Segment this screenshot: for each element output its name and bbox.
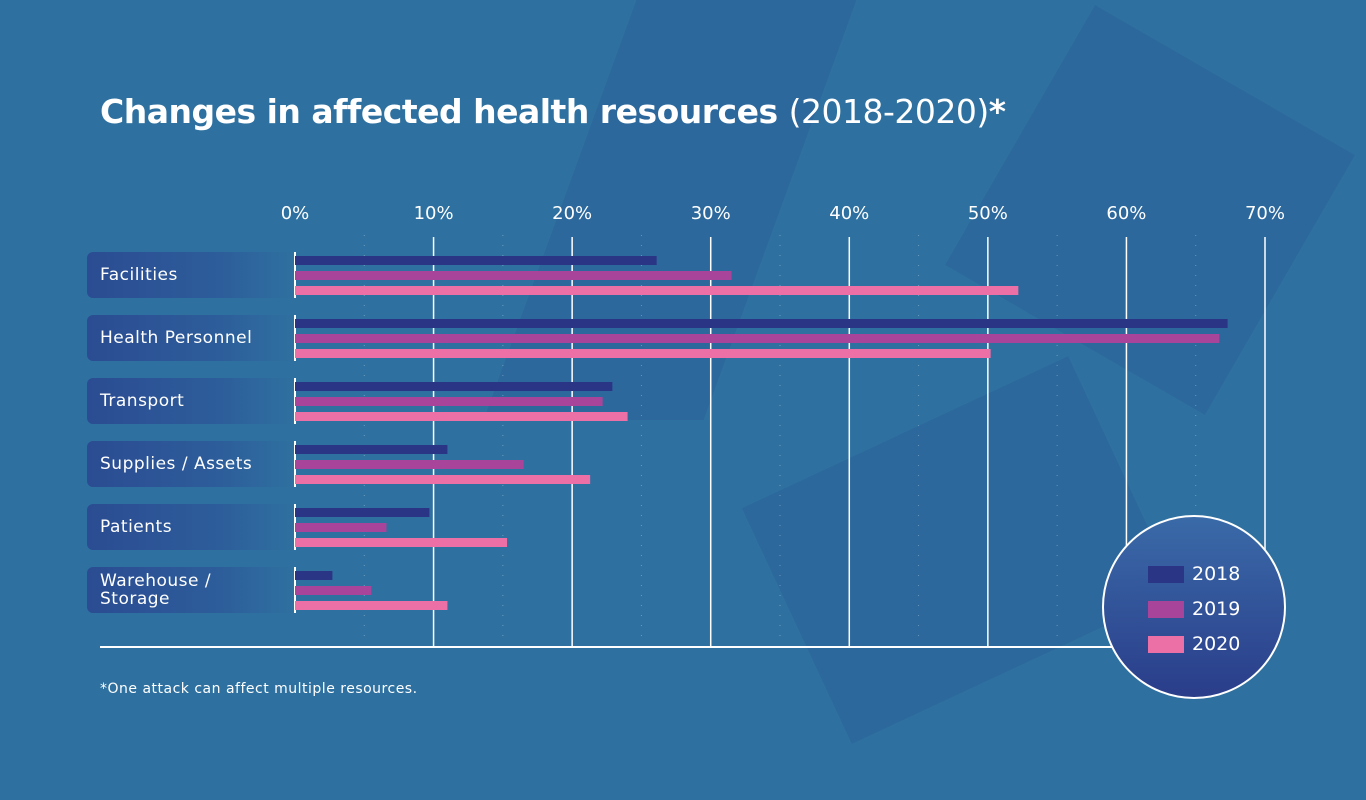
bar-2019-3 [295, 460, 524, 469]
legend-item: 2020 [1148, 633, 1240, 655]
x-tick-label: 0% [281, 203, 310, 224]
legend-label: 2020 [1192, 633, 1241, 655]
category-label: Transport [87, 378, 297, 424]
bar-2018-0 [295, 256, 657, 265]
x-tick-label: 10% [414, 203, 454, 224]
legend-swatch [1148, 635, 1184, 653]
bar-2020-4 [295, 538, 508, 547]
x-tick-label: 70% [1245, 203, 1285, 224]
bar-2020-0 [295, 286, 1019, 295]
legend-swatch [1148, 565, 1184, 583]
legend-label: 2018 [1192, 563, 1241, 585]
bar-2018-2 [295, 382, 613, 391]
legend-label: 2019 [1192, 598, 1241, 620]
x-tick-label: 40% [829, 203, 869, 224]
title-main: Changes in affected health resources [100, 92, 778, 131]
bar-2020-1 [295, 349, 991, 358]
category-label: Health Personnel [87, 315, 297, 361]
title-sub: (2018-2020) [788, 92, 990, 131]
chart-title: Changes in affected health resources (20… [100, 92, 1006, 131]
category-label: Patients [87, 504, 297, 550]
bar-2019-0 [295, 271, 732, 280]
legend: 2018 2019 2020 [1102, 515, 1286, 699]
x-tick-label: 30% [691, 203, 731, 224]
title-mark: * [988, 92, 1006, 131]
bar-2018-3 [295, 445, 448, 454]
x-tick-label: 60% [1106, 203, 1146, 224]
bar-2018-5 [295, 571, 333, 580]
category-label: Facilities [87, 252, 297, 298]
bar-2019-4 [295, 523, 387, 532]
legend-item: 2018 [1148, 563, 1240, 585]
bar-2018-1 [295, 319, 1228, 328]
bar-2019-1 [295, 334, 1220, 343]
bar-2019-2 [295, 397, 603, 406]
bar-2020-5 [295, 601, 448, 610]
category-label: Warehouse / Storage [87, 567, 297, 613]
legend-swatch [1148, 600, 1184, 618]
bar-2019-5 [295, 586, 372, 595]
legend-item: 2019 [1148, 598, 1240, 620]
x-tick-label: 50% [968, 203, 1008, 224]
bar-2020-3 [295, 475, 591, 484]
footnote: *One attack can affect multiple resource… [100, 681, 418, 697]
bar-2020-2 [295, 412, 628, 421]
x-tick-label: 20% [552, 203, 592, 224]
bar-2018-4 [295, 508, 430, 517]
category-label: Supplies / Assets [87, 441, 297, 487]
